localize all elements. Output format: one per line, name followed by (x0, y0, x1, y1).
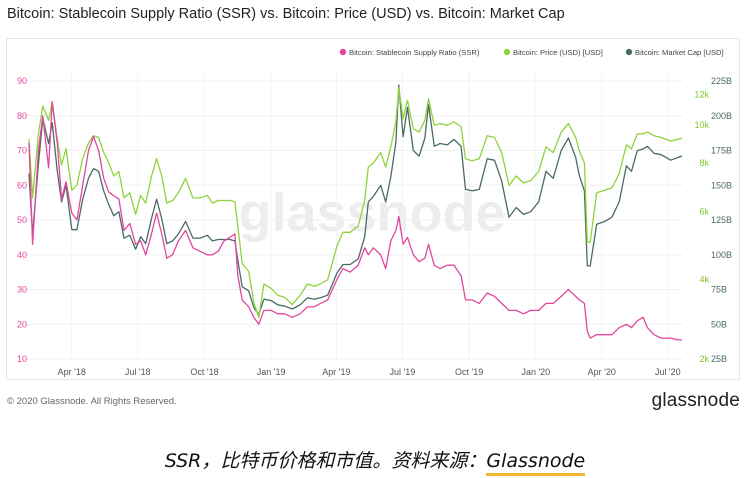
chart-svg: glassnode 10 20 30 40 50 60 70 80 90 2k 4k 6k 8k 10k… (17, 48, 732, 377)
ssr-tick-label: 20 (17, 319, 27, 329)
mcap-tick-label: 25B (711, 354, 727, 364)
ssr-tick-label: 10 (17, 354, 27, 364)
series-line-mcap (28, 84, 683, 316)
legend-label-mcap: Bitcoin: Market Cap [USD] (635, 48, 724, 57)
x-tick-label: Apr '20 (588, 367, 616, 377)
ssr-tick-label: 70 (17, 146, 27, 156)
ssr-tick-label: 60 (17, 180, 27, 190)
x-tick-label: Oct '18 (190, 367, 218, 377)
x-tick-label: Apr '19 (322, 367, 350, 377)
series-line-price (28, 86, 683, 319)
legend-marker-mcap (625, 48, 633, 56)
image-caption: SSR，比特币价格和市值。资料来源：Glassnode (0, 446, 750, 476)
ssr-tick-label: 50 (17, 215, 27, 225)
legend-label-ssr: Bitcoin: Stablecoin Supply Ratio (SSR) (349, 48, 480, 57)
x-axis: Apr '18 Jul '18 Oct '18 Jan '19 Apr '19 Jul '… (58, 367, 681, 377)
ssr-axis: 10 20 30 40 50 60 70 80 90 (17, 76, 27, 364)
mcap-axis: 25B 50B 75B 100B 125B 150B 175B 200B 225B (711, 76, 732, 364)
series-line-ssr (28, 101, 683, 341)
x-tick-label: Jan '19 (257, 367, 286, 377)
mcap-tick-label: 225B (711, 76, 732, 86)
price-tick-label: 10k (694, 120, 709, 130)
chart-frame: glassnode 10 20 30 40 50 60 70 80 90 2k 4k 6k 8k 10k… (6, 38, 740, 380)
x-tick-label: Jul '20 (655, 367, 681, 377)
legend-marker-ssr (339, 48, 347, 56)
caption-text: SSR，比特币价格和市值。资料来源： (164, 450, 487, 472)
watermark-text: glassnode (238, 183, 505, 243)
price-tick-label: 2k (699, 354, 709, 364)
legend-label-price: Bitcoin: Price (USD) [USD] (513, 48, 603, 57)
legend-marker-price (503, 48, 511, 56)
mcap-tick-label: 175B (711, 146, 732, 156)
x-tick-label: Oct '19 (455, 367, 483, 377)
mcap-tick-label: 100B (711, 250, 732, 260)
x-tick-label: Jul '19 (390, 367, 416, 377)
price-tick-label: 8k (699, 158, 709, 168)
price-tick-label: 4k (699, 275, 709, 285)
mcap-tick-label: 150B (711, 180, 732, 190)
series-lines (28, 84, 683, 341)
ssr-tick-label: 40 (17, 250, 27, 260)
ssr-tick-label: 80 (17, 111, 27, 121)
mcap-tick-label: 50B (711, 319, 727, 329)
chart-legend: Bitcoin: Stablecoin Supply Ratio (SSR) Bi… (339, 48, 724, 57)
caption-source: Glassnode (486, 450, 586, 476)
price-tick-label: 6k (699, 206, 709, 216)
ssr-tick-label: 30 (17, 285, 27, 295)
x-tick-label: Apr '18 (58, 367, 86, 377)
mcap-tick-label: 75B (711, 285, 727, 295)
x-tick-label: Jul '18 (125, 367, 151, 377)
ssr-tick-label: 90 (17, 76, 27, 86)
x-tick-label: Jan '20 (521, 367, 550, 377)
glassnode-logo: glassnode (651, 390, 740, 411)
mcap-tick-label: 200B (711, 111, 732, 121)
grid-lines (21, 71, 683, 360)
copyright-text: © 2020 Glassnode. All Rights Reserved. (7, 396, 177, 407)
price-axis: 2k 4k 6k 8k 10k 12k (694, 89, 709, 364)
mcap-tick-label: 125B (711, 215, 732, 225)
chart-title: Bitcoin: Stablecoin Supply Ratio (SSR) v… (7, 6, 565, 22)
price-tick-label: 12k (694, 89, 709, 99)
